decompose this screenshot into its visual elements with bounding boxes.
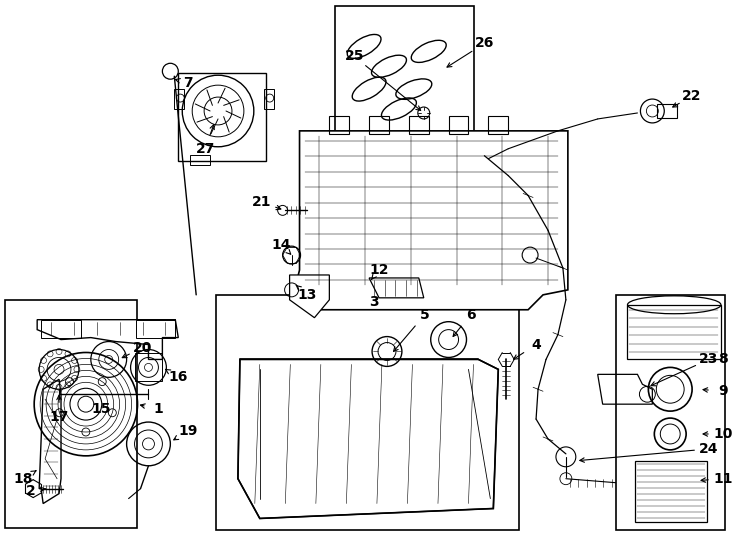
Text: 10: 10 — [713, 427, 733, 441]
Polygon shape — [238, 360, 498, 518]
Text: 26: 26 — [475, 36, 494, 50]
Text: 4: 4 — [531, 338, 541, 352]
Text: 17: 17 — [49, 410, 69, 424]
Bar — [488, 116, 508, 134]
Text: 20: 20 — [133, 341, 152, 355]
Bar — [174, 89, 184, 109]
Polygon shape — [294, 131, 568, 310]
Bar — [178, 73, 266, 161]
Bar — [264, 89, 274, 109]
Text: 15: 15 — [91, 402, 111, 416]
Text: 3: 3 — [369, 295, 379, 309]
Bar — [216, 295, 519, 530]
Bar — [136, 320, 175, 338]
Polygon shape — [290, 275, 330, 318]
Bar — [369, 116, 389, 134]
Polygon shape — [37, 320, 178, 360]
Bar — [330, 116, 349, 134]
Text: 5: 5 — [420, 308, 429, 322]
Bar — [409, 116, 429, 134]
Text: 12: 12 — [369, 263, 389, 277]
Text: 11: 11 — [713, 472, 733, 485]
Bar — [636, 461, 707, 522]
Text: 9: 9 — [718, 384, 727, 398]
Text: 18: 18 — [13, 472, 33, 485]
Text: 21: 21 — [252, 195, 272, 210]
Bar — [628, 305, 721, 360]
Text: 23: 23 — [700, 353, 719, 367]
Text: 7: 7 — [184, 76, 193, 90]
Text: 6: 6 — [465, 308, 476, 322]
Text: 8: 8 — [718, 353, 728, 367]
Text: 22: 22 — [683, 89, 702, 103]
Text: 19: 19 — [178, 424, 198, 438]
Bar — [448, 116, 468, 134]
Bar — [5, 300, 137, 529]
Text: 27: 27 — [195, 142, 215, 156]
Bar — [616, 295, 725, 530]
Text: 14: 14 — [272, 238, 291, 252]
Text: 1: 1 — [153, 402, 163, 416]
Bar — [335, 5, 474, 145]
Text: 2: 2 — [26, 484, 36, 498]
Text: 13: 13 — [298, 288, 317, 302]
Text: 25: 25 — [344, 49, 364, 63]
Polygon shape — [369, 278, 424, 298]
Bar — [658, 104, 677, 118]
Text: 16: 16 — [169, 370, 188, 384]
Bar — [190, 155, 210, 165]
Bar — [134, 354, 162, 381]
Bar — [41, 320, 81, 338]
Text: 24: 24 — [700, 442, 719, 456]
